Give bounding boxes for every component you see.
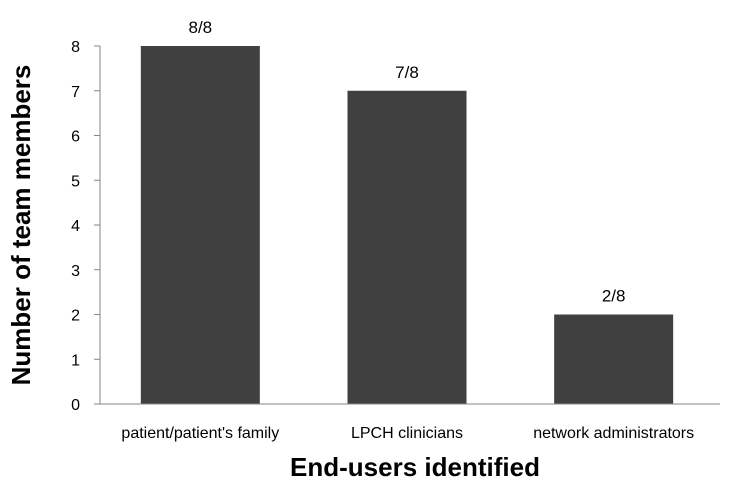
y-tick-label: 8 <box>71 39 80 56</box>
y-tick-label: 6 <box>71 129 80 146</box>
y-tick-label: 7 <box>71 84 80 101</box>
y-tick-label: 4 <box>71 218 80 235</box>
y-tick-label: 1 <box>71 352 80 369</box>
y-axis-ticks: 0 1 2 3 4 5 6 7 8 <box>71 39 100 414</box>
bar-data-label: 2/8 <box>602 287 626 306</box>
bar-data-label: 7/8 <box>395 63 419 82</box>
y-tick-label: 2 <box>71 308 80 325</box>
y-tick-label: 3 <box>71 263 80 280</box>
category-labels-group: patient/patient's family LPCH clinicians n… <box>121 425 694 442</box>
x-category-label: patient/patient's family <box>121 425 279 442</box>
bar-data-label: 8/8 <box>189 18 213 37</box>
bars-group <box>140 46 674 404</box>
data-labels-group: 8/8 7/8 2/8 <box>189 18 626 306</box>
bar <box>554 314 674 404</box>
x-axis-title: End-users identified <box>290 452 540 482</box>
bar <box>347 90 467 404</box>
y-tick-label: 5 <box>71 173 80 190</box>
x-category-label: network administrators <box>533 425 694 442</box>
y-tick-label: 0 <box>71 397 80 414</box>
y-axis-title: Number of team members <box>6 65 36 386</box>
x-category-label: LPCH clinicians <box>351 425 463 442</box>
bar <box>140 46 260 404</box>
